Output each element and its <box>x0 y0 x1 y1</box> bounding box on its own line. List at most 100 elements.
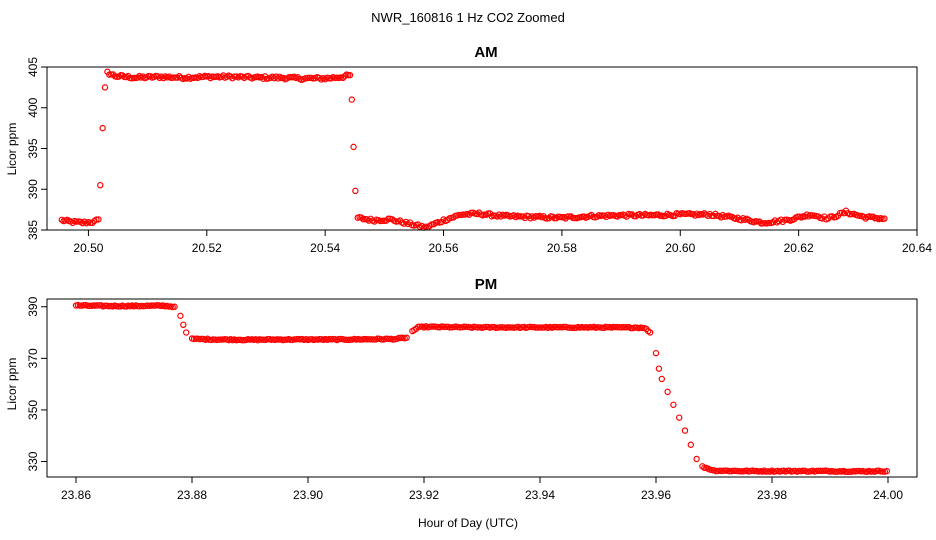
am-x-tick-label: 20.58 <box>547 241 577 255</box>
pm-y-axis-label: Licor ppm <box>5 358 19 411</box>
pm-data-point <box>627 324 635 332</box>
pm-data-point <box>504 324 512 331</box>
pm-data-point <box>474 324 482 331</box>
pm-data-point <box>737 468 745 475</box>
pm-plot-frame <box>46 298 918 478</box>
pm-data-point <box>506 324 514 331</box>
am-y-tick-label: 390 <box>26 179 40 199</box>
am-data-point <box>95 216 102 223</box>
pm-data-point <box>210 336 217 343</box>
am-data-point <box>456 211 463 219</box>
am-data-point <box>527 215 534 222</box>
am-data-point <box>348 96 355 103</box>
am-y-tick-label: 395 <box>26 138 40 158</box>
pm-y-ticks: 330 350 370 390 <box>26 296 47 472</box>
am-data-point <box>101 84 109 91</box>
am-data-point <box>379 217 386 225</box>
pm-data-point <box>681 427 689 434</box>
pm-data-point <box>182 329 190 336</box>
am-data-point <box>231 73 238 80</box>
pm-y-tick-label: 390 <box>26 296 40 316</box>
am-data-point <box>258 73 265 81</box>
pm-data-point <box>440 323 448 331</box>
am-data-point <box>97 181 104 189</box>
pm-data-point <box>879 468 887 475</box>
pm-y-tick-label: 350 <box>26 400 40 420</box>
pm-x-tick-label: 23.96 <box>641 488 671 502</box>
pm-points <box>72 301 891 475</box>
pm-data-point <box>817 467 824 475</box>
am-y-ticks: 385 390 395 400 405 <box>26 57 47 240</box>
pm-data-point <box>647 329 654 336</box>
pm-data-point <box>434 323 442 331</box>
pm-x-tick-label: 24.00 <box>873 488 903 502</box>
am-y-tick-label: 385 <box>26 220 40 240</box>
am-x-tick-label: 20.54 <box>310 241 340 255</box>
pm-data-point <box>428 323 436 330</box>
am-data-point <box>350 143 357 151</box>
am-x-tick-label: 20.60 <box>665 241 695 255</box>
pm-data-point <box>496 324 504 331</box>
pm-data-point <box>664 388 671 396</box>
pm-data-point <box>693 455 700 463</box>
am-plot-frame <box>46 66 918 231</box>
am-x-ticks: 20.50 20.52 20.54 20.56 20.58 20.60 20.62 20.64 <box>73 230 932 255</box>
am-data-point <box>765 219 773 227</box>
pm-data-point <box>281 336 288 343</box>
pm-data-point <box>842 468 849 475</box>
am-data-point <box>881 215 888 222</box>
pm-data-point <box>442 323 450 331</box>
pm-x-tick-label: 23.94 <box>525 488 555 502</box>
pm-data-point <box>612 323 619 331</box>
am-data-point <box>346 71 354 79</box>
am-data-point <box>339 74 347 82</box>
pm-data-point <box>360 335 368 343</box>
am-data-point <box>691 212 699 219</box>
am-x-tick-label: 20.52 <box>192 241 222 255</box>
pm-data-point <box>94 302 101 309</box>
pm-data-point <box>95 302 103 309</box>
pm-data-point <box>751 467 758 475</box>
pm-panel-title: PM <box>475 276 498 293</box>
pm-data-point <box>730 467 737 474</box>
pm-data-point <box>570 324 578 332</box>
pm-data-point <box>528 323 536 331</box>
pm-data-point <box>631 324 638 331</box>
am-data-point <box>170 74 177 81</box>
pm-data-point <box>456 324 464 331</box>
pm-data-point <box>538 324 546 331</box>
pm-x-tick-label: 23.92 <box>409 488 439 502</box>
pm-x-tick-label: 23.90 <box>293 488 323 502</box>
pm-data-point <box>343 336 350 343</box>
pm-data-point <box>655 365 663 372</box>
pm-data-point <box>86 302 93 310</box>
pm-data-point <box>370 336 377 343</box>
pm-y-tick-label: 370 <box>26 348 40 368</box>
pm-y-tick-label: 330 <box>26 451 40 471</box>
pm-data-point <box>670 401 677 408</box>
pm-x-ticks: 23.86 23.88 23.90 23.92 23.94 23.96 23.98 24.00 <box>61 477 903 502</box>
x-axis-label: Hour of Day (UTC) <box>418 516 518 530</box>
pm-data-point <box>488 323 496 331</box>
pm-data-point <box>676 414 683 421</box>
am-x-tick-label: 20.62 <box>784 241 814 255</box>
pm-x-tick-label: 23.98 <box>757 488 787 502</box>
pm-data-point <box>364 336 372 343</box>
am-y-tick-label: 405 <box>26 57 40 77</box>
pm-data-point <box>235 336 242 344</box>
pm-data-point <box>482 323 490 331</box>
am-panel: AM Licor ppm 20.50 20.52 20.54 20.56 20.58 20… <box>5 44 932 255</box>
pm-data-point <box>258 336 265 343</box>
am-x-tick-label: 20.50 <box>73 241 103 255</box>
pm-data-point <box>568 324 576 332</box>
am-panel-title: AM <box>474 44 497 61</box>
pm-data-point <box>192 335 200 342</box>
pm-data-point <box>460 323 468 330</box>
pm-panel: PM Licor ppm 23.86 23.88 23.90 23.92 23.94 23… <box>5 276 918 502</box>
pm-data-point <box>560 323 568 331</box>
am-data-point <box>494 213 501 220</box>
pm-data-point <box>883 467 891 475</box>
am-data-point <box>154 73 161 80</box>
